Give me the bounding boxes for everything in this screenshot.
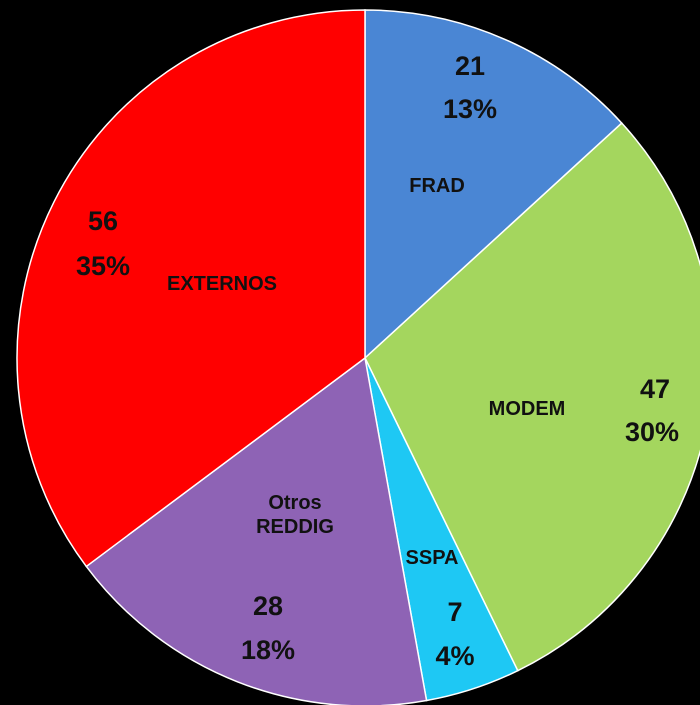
category-label: EXTERNOS bbox=[166, 273, 278, 295]
percent-label: 4% bbox=[435, 640, 475, 671]
category-label: SSPA bbox=[405, 547, 459, 569]
value-label: 47 bbox=[639, 373, 671, 404]
percent-label: 18% bbox=[240, 634, 296, 665]
percent-label: 13% bbox=[442, 93, 498, 124]
pie-slice bbox=[364, 9, 623, 360]
value-label: 56 bbox=[87, 205, 119, 236]
value-label: 21 bbox=[454, 50, 486, 81]
pie-slice bbox=[16, 9, 366, 568]
value-label: 7 bbox=[447, 596, 463, 627]
category-label: MODEM bbox=[488, 398, 566, 420]
category-label: Otros REDDIG bbox=[256, 492, 334, 538]
percent-label: 35% bbox=[75, 250, 131, 281]
pie-slice bbox=[85, 356, 428, 705]
value-label: 28 bbox=[252, 590, 284, 621]
pie-slice bbox=[364, 122, 700, 672]
category-label: FRAD bbox=[409, 175, 465, 197]
percent-label: 30% bbox=[624, 416, 680, 447]
